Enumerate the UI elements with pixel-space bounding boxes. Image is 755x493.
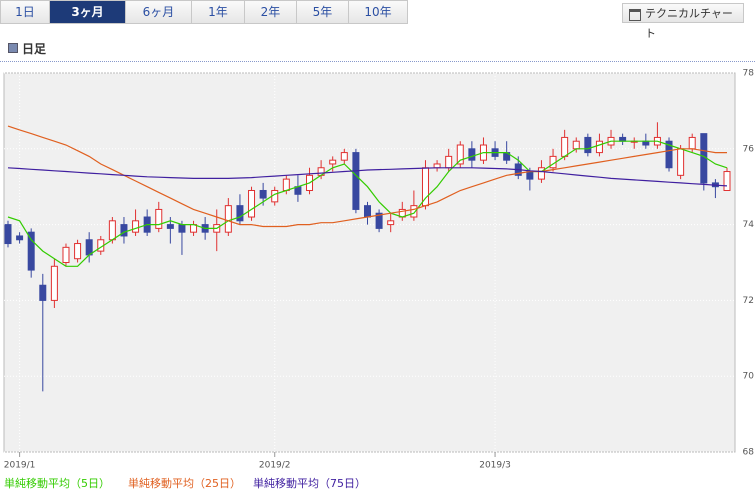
moving-average-line <box>7 125 727 228</box>
candle-body <box>723 171 731 191</box>
y-tick-label: 78 <box>743 69 755 79</box>
period-tab[interactable]: 1年 <box>192 0 245 24</box>
candle-body <box>259 189 267 199</box>
x-tick-label: 2019/1 <box>4 461 36 471</box>
candle-body <box>74 243 82 260</box>
candle-body <box>178 224 186 233</box>
candle-body <box>352 152 360 210</box>
candle-body <box>572 140 580 150</box>
candle-body <box>468 148 476 161</box>
candle-body <box>224 205 232 233</box>
candle-body <box>50 265 58 301</box>
section-title: 日足 <box>22 42 47 56</box>
moving-average-line <box>7 140 728 267</box>
candle-body <box>688 136 696 150</box>
candle-body <box>340 152 348 161</box>
plot-area <box>3 72 736 453</box>
candle-body <box>387 220 395 226</box>
candle-body <box>85 239 93 256</box>
period-tab[interactable]: 2年 <box>245 0 297 24</box>
candle-body <box>456 144 464 165</box>
button-label: テクニカルチャート <box>645 7 733 40</box>
candle-body <box>433 163 441 169</box>
technical-chart-button[interactable]: テクニカルチャート <box>622 3 744 40</box>
candle-body <box>120 224 128 237</box>
candle-body <box>445 155 453 169</box>
candle-body <box>16 235 24 241</box>
y-tick-label: 74 <box>743 220 755 230</box>
candle-body <box>155 208 163 229</box>
y-tick-label: 76 <box>743 144 755 154</box>
period-tab[interactable]: 3ヶ月 <box>50 0 126 24</box>
candle-body <box>132 220 140 233</box>
candle-body <box>166 224 174 229</box>
candle-body <box>595 140 603 154</box>
candle-body <box>329 159 337 165</box>
candle-body <box>537 167 545 180</box>
candle-body <box>410 205 418 218</box>
candle-body <box>236 205 244 222</box>
legend-entry: 単純移動平均（25日） <box>128 476 241 490</box>
period-tab[interactable]: 6ヶ月 <box>126 0 192 24</box>
y-tick-label: 72 <box>743 296 754 306</box>
candle-body <box>27 231 35 271</box>
section-header: 日足 <box>8 40 46 57</box>
x-tick-label: 2019/3 <box>479 461 511 471</box>
period-tabs: 1日 3ヶ月 6ヶ月 1年 2年 5年 10年 <box>0 0 408 24</box>
candle-body <box>282 178 290 191</box>
period-tab[interactable]: 5年 <box>297 0 349 24</box>
legend-entry: 単純移動平均（5日） <box>4 476 110 490</box>
x-tick-label: 2019/2 <box>259 461 291 471</box>
y-tick-label: 70 <box>743 372 755 382</box>
candle-body <box>39 284 47 301</box>
candle-body <box>375 212 383 229</box>
y-tick-label: 68 <box>743 448 755 458</box>
candle-body <box>584 136 592 154</box>
candle-body <box>677 148 685 176</box>
candle-body <box>665 140 673 169</box>
candle-body <box>526 171 534 180</box>
period-tab[interactable]: 1日 <box>0 0 50 24</box>
candle-body <box>364 205 371 218</box>
candle-body <box>108 220 116 241</box>
candle-body <box>4 224 12 245</box>
moving-average-line <box>7 167 728 187</box>
candle-body <box>62 246 70 263</box>
divider <box>0 61 755 62</box>
candle-body <box>561 136 569 157</box>
candle-body <box>248 189 256 218</box>
legend-entry: 単純移動平均（75日） <box>253 476 366 490</box>
period-tab[interactable]: 10年 <box>349 0 408 24</box>
